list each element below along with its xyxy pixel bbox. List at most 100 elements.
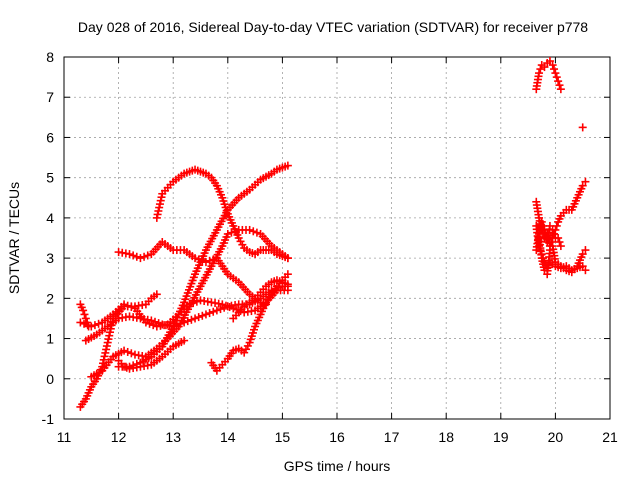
- data-point: [187, 315, 196, 324]
- data-point: [249, 227, 258, 236]
- data-point: [252, 228, 261, 237]
- x-tick-label: 12: [111, 429, 127, 445]
- data-point: [136, 254, 145, 263]
- data-point: [283, 161, 292, 170]
- y-axis-label: SDTVAR / TECUs: [6, 182, 22, 294]
- data-point: [129, 251, 138, 260]
- data-point: [236, 307, 245, 316]
- data-point: [283, 270, 292, 279]
- data-point: [578, 181, 587, 190]
- data-point: [245, 225, 254, 234]
- data-point: [180, 336, 189, 345]
- data-point: [145, 319, 154, 328]
- data-point: [194, 313, 203, 322]
- x-tick-label: 11: [57, 429, 72, 445]
- data-point: [127, 349, 136, 358]
- data-point: [578, 250, 587, 259]
- data-point: [578, 123, 587, 132]
- x-tick-label: 16: [329, 429, 345, 445]
- x-tick-labels: 11 12 13 14 15 16 17 18 19 20 21: [57, 429, 618, 445]
- y-tick-label: 0: [46, 371, 54, 387]
- x-tick-label: 15: [275, 429, 291, 445]
- data-point: [537, 217, 546, 226]
- data-point: [556, 85, 565, 94]
- data-point: [189, 299, 198, 308]
- data-point: [550, 65, 559, 74]
- data-point: [548, 61, 557, 70]
- data-point: [227, 228, 236, 237]
- y-tick-label: 2: [46, 290, 54, 306]
- y-tick-label: 1: [46, 331, 54, 347]
- data-point: [221, 301, 230, 310]
- data-point: [216, 305, 225, 314]
- x-axis-label: GPS time / hours: [284, 458, 391, 474]
- data-point: [132, 252, 141, 261]
- data-point: [198, 311, 207, 320]
- data-point: [581, 246, 590, 255]
- data-point: [581, 266, 590, 275]
- data-point: [83, 318, 92, 327]
- data-point: [218, 300, 227, 309]
- data-point: [539, 221, 548, 230]
- x-tick-label: 17: [384, 429, 400, 445]
- data-point: [143, 251, 152, 260]
- data-point: [94, 319, 103, 328]
- chart-title: Day 028 of 2016, Sidereal Day-to-day VTE…: [78, 19, 588, 35]
- y-tick-label: -1: [42, 411, 55, 427]
- data-point: [180, 318, 189, 327]
- data-point: [554, 77, 563, 86]
- y-tick-label: 3: [46, 250, 54, 266]
- data-point: [223, 229, 232, 238]
- y-tick-labels: -1 0 1 2 3 4 5 6 7 8: [42, 49, 55, 427]
- x-tick-label: 13: [165, 429, 181, 445]
- data-point: [80, 310, 89, 319]
- data-point: [552, 73, 561, 82]
- x-tick-label: 20: [548, 429, 564, 445]
- data-point: [169, 322, 178, 331]
- data-point: [76, 318, 85, 327]
- data-point: [81, 314, 90, 323]
- data-point: [231, 227, 240, 236]
- data-point: [84, 322, 93, 331]
- x-tick-label: 14: [220, 429, 236, 445]
- data-point: [283, 280, 292, 289]
- data-point: [536, 65, 545, 74]
- axis-ticks: [63, 56, 611, 420]
- data-point: [140, 252, 149, 261]
- data-point: [183, 317, 192, 326]
- data-point: [556, 242, 565, 251]
- data-point: [141, 318, 150, 327]
- data-point: [548, 225, 557, 234]
- data-point: [225, 303, 234, 312]
- data-point: [172, 321, 181, 330]
- data-point: [191, 314, 200, 323]
- data-points: [76, 57, 590, 411]
- data-point: [191, 254, 200, 263]
- y-tick-label: 4: [46, 210, 54, 226]
- data-point: [90, 321, 99, 330]
- data-point: [555, 238, 564, 247]
- data-point: [551, 69, 560, 78]
- data-point: [545, 221, 554, 230]
- x-tick-label: 21: [602, 429, 618, 445]
- y-tick-label: 8: [46, 49, 54, 65]
- data-point: [123, 347, 132, 356]
- data-point: [554, 234, 563, 242]
- data-point: [545, 57, 554, 66]
- data-point: [120, 346, 129, 355]
- data-point: [125, 250, 134, 259]
- data-point: [209, 307, 218, 316]
- data-point: [581, 177, 590, 186]
- y-tick-label: 6: [46, 129, 54, 145]
- x-tick-label: 19: [493, 429, 509, 445]
- y-tick-label: 5: [46, 170, 54, 186]
- x-tick-label: 18: [438, 429, 454, 445]
- data-point: [205, 309, 214, 318]
- data-point: [176, 319, 185, 328]
- data-point: [149, 321, 158, 330]
- data-point: [79, 306, 88, 315]
- data-point: [540, 63, 549, 72]
- data-point: [192, 297, 201, 306]
